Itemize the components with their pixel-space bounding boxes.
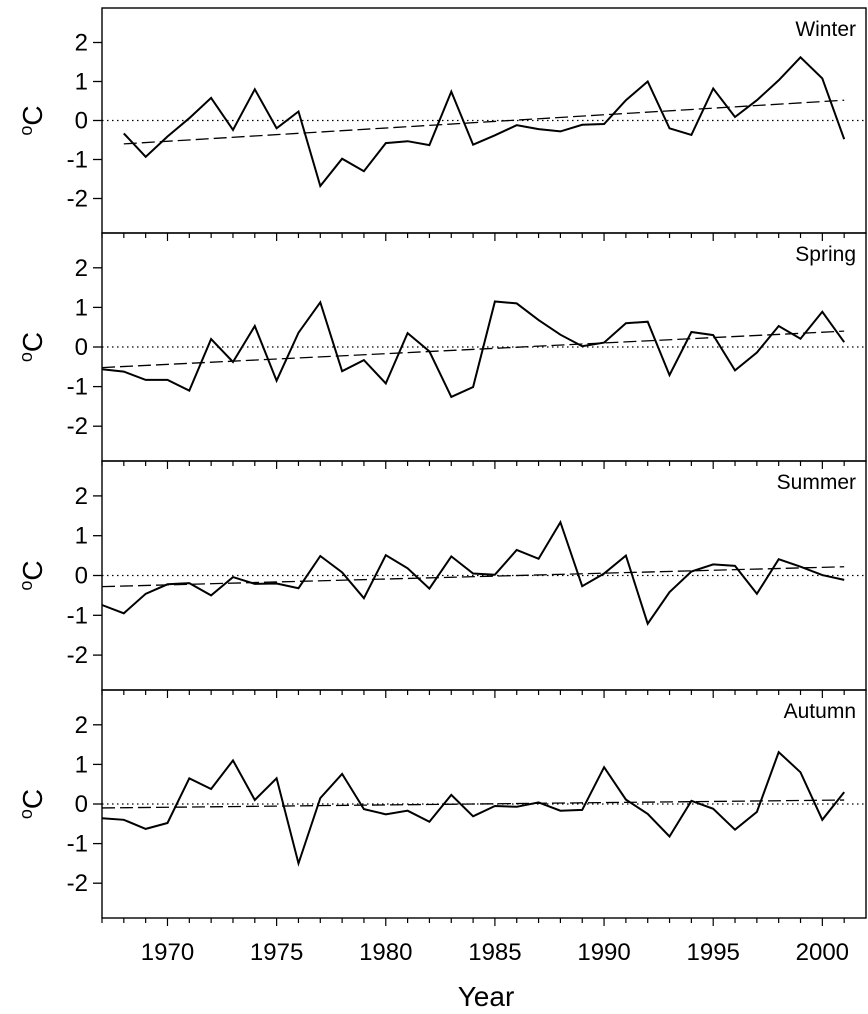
series-line <box>101 300 846 399</box>
panel-frame <box>101 460 867 691</box>
panel-winter: -2 -1 0 1 2 Winter oC <box>16 7 867 241</box>
panel-frame <box>101 7 867 234</box>
y-tick-label: -2 <box>67 186 88 213</box>
y-tick-label: 0 <box>75 563 88 590</box>
y-tick-label: 2 <box>75 483 88 510</box>
y-tick-label: 0 <box>75 791 88 818</box>
x-tick-label: 1980 <box>359 939 412 966</box>
series-line <box>101 519 845 626</box>
x-tick-label: 1985 <box>468 939 521 966</box>
y-tick-label: 0 <box>75 334 88 361</box>
panel-spring: -2 -1 0 1 2 Spring oC <box>16 232 867 469</box>
y-tick-label: 2 <box>75 30 88 57</box>
y-tick-label: 1 <box>75 69 88 96</box>
panel-summer: -2 -1 0 1 2 Summer oC <box>16 460 867 698</box>
y-tick-label: -1 <box>67 831 88 858</box>
panel-title: Summer <box>777 471 856 494</box>
x-axis-label: Year <box>458 981 515 1012</box>
y-tick-label: -2 <box>67 642 88 669</box>
y-tick-label: 0 <box>75 108 88 135</box>
trend-line <box>123 99 845 145</box>
y-tick-label: 1 <box>75 751 88 778</box>
y-tick-label: -1 <box>67 147 88 174</box>
series-line <box>123 55 846 189</box>
y-tick-label: -2 <box>67 870 88 897</box>
x-tick-label: 1970 <box>141 939 194 966</box>
y-tick-label: 2 <box>75 712 88 739</box>
panel-title: Autumn <box>784 700 856 723</box>
trend-line <box>101 566 845 588</box>
trend-line <box>101 799 845 809</box>
y-tick-label: -2 <box>67 413 88 440</box>
y-axis-label: oC <box>16 332 48 362</box>
panel-title: Spring <box>795 243 856 266</box>
x-tick-label: 2000 <box>796 939 849 966</box>
y-tick-label: -1 <box>67 374 88 401</box>
y-tick-label: 1 <box>75 294 88 321</box>
y-axis-label: oC <box>16 560 48 590</box>
panel-title: Winter <box>795 18 856 41</box>
x-tick-label: 1975 <box>250 939 303 966</box>
panel-autumn: -2 -1 0 1 2 Autumn oC <box>16 689 867 926</box>
x-tick-label: 1995 <box>687 939 740 966</box>
y-axis-label: oC <box>16 105 48 135</box>
y-tick-label: -1 <box>67 602 88 629</box>
x-tick-label: 1990 <box>577 939 630 966</box>
series-line <box>101 750 845 867</box>
y-axis-label: oC <box>16 789 48 819</box>
trend-line <box>101 330 845 369</box>
y-tick-label: 2 <box>75 255 88 282</box>
y-tick-label: 1 <box>75 523 88 550</box>
